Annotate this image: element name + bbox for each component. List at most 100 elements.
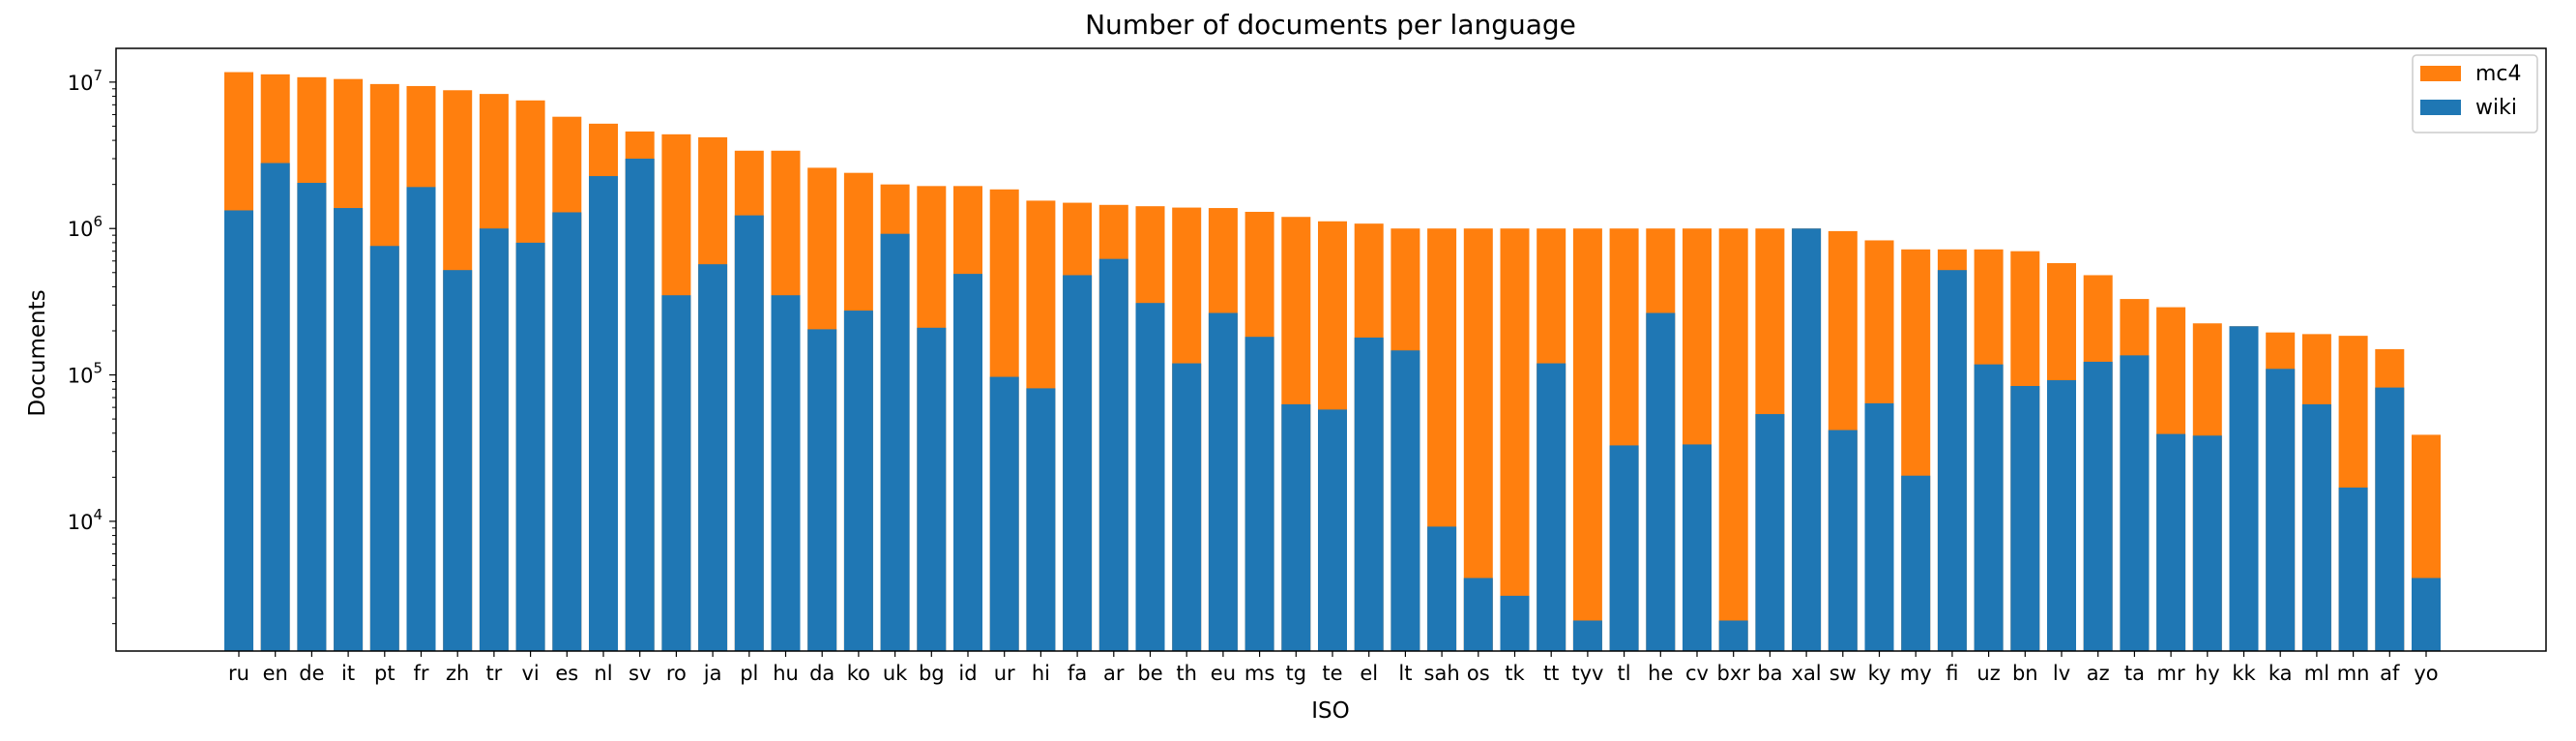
x-tick-label: es [555, 662, 578, 685]
bar-wiki-tt [1537, 363, 1566, 651]
x-tick-label: ur [994, 662, 1015, 685]
bar-wiki-th [1172, 363, 1202, 651]
x-axis: ru en de it pt fr zh tr vi es nl sv ro ja pl hu da ko uk bg… [228, 651, 2439, 685]
bar-wiki-cv [1683, 444, 1712, 651]
bar-wiki-eu [1208, 312, 1238, 651]
bar-wiki-xal [1792, 228, 1822, 651]
bar-wiki-tyv [1572, 620, 1602, 651]
x-tick-label: tt [1543, 662, 1559, 685]
x-tick-label: ar [1103, 662, 1125, 685]
x-tick-label: id [958, 662, 977, 685]
bar-wiki-sv [625, 159, 655, 652]
bar-wiki-bg [917, 327, 947, 651]
bar-wiki-mr [2156, 433, 2186, 651]
bar-wiki-ta [2120, 355, 2150, 651]
x-tick-label: uk [883, 662, 908, 685]
bar-wiki-te [1318, 409, 1347, 651]
bar-wiki-id [953, 274, 982, 651]
x-tick-label: ka [2269, 662, 2293, 685]
x-tick-label: da [809, 662, 834, 685]
bar-wiki-pl [734, 215, 764, 652]
x-tick-label: te [1322, 662, 1342, 685]
bar-mc4-tk [1500, 228, 1530, 651]
plot-area-frame [115, 47, 2547, 652]
x-tick-label: ba [1757, 662, 1782, 685]
x-tick-label: fr [413, 662, 428, 685]
bar-wiki-bxr [1718, 620, 1748, 651]
bar-wiki-yo [2412, 578, 2441, 651]
x-tick-label: kk [2232, 662, 2256, 685]
y-tick-label: 107 [68, 67, 102, 95]
bar-wiki-tg [1281, 403, 1311, 651]
bar-wiki-af [2375, 387, 2405, 651]
x-tick-label: it [341, 662, 355, 685]
bar-wiki-he [1646, 312, 1676, 651]
bar-wiki-hu [771, 295, 801, 651]
x-tick-label: eu [1211, 662, 1236, 685]
y-tick-label: 105 [68, 360, 102, 388]
legend-label-mc4: mc4 [2475, 62, 2522, 86]
bar-wiki-ro [661, 295, 691, 651]
x-tick-label: tyv [1571, 662, 1603, 685]
bar-wiki-da [807, 329, 837, 651]
bar-wiki-sw [1828, 430, 1858, 651]
x-tick-label: el [1360, 662, 1378, 685]
x-tick-label: tk [1505, 662, 1525, 685]
x-tick-label: pt [374, 662, 395, 685]
x-tick-label: fi [1946, 662, 1958, 685]
legend-swatch-wiki [2420, 100, 2461, 115]
bar-wiki-ms [1244, 337, 1274, 651]
x-tick-label: mr [2157, 662, 2185, 685]
x-tick-label: tl [1618, 662, 1631, 685]
bar-wiki-os [1463, 578, 1493, 651]
bar-wiki-fi [1937, 270, 1967, 651]
x-tick-label: th [1176, 662, 1197, 685]
bar-wiki-bn [2010, 386, 2040, 651]
bar-wiki-kk [2229, 326, 2259, 651]
x-tick-label: en [263, 662, 288, 685]
bar-wiki-en [260, 163, 290, 651]
bar-wiki-ru [224, 210, 253, 651]
x-tick-label: my [1900, 662, 1932, 685]
x-tick-label: hi [1032, 662, 1050, 685]
x-tick-label: ky [1868, 662, 1891, 685]
y-tick-label: 106 [68, 213, 102, 241]
x-tick-label: vi [521, 662, 539, 685]
x-tick-label: sah [1424, 662, 1460, 685]
x-tick-label: nl [594, 662, 612, 685]
bar-wiki-ky [1864, 402, 1894, 651]
y-axis: 104 105 106 107 [68, 67, 116, 625]
y-tick-label: 104 [68, 506, 102, 534]
x-tick-label: he [1648, 662, 1673, 685]
bar-wiki-fa [1063, 275, 1093, 651]
chart-title: Number of documents per language [1085, 9, 1576, 41]
bar-wiki-uk [880, 233, 910, 651]
bar-wiki-ar [1098, 258, 1128, 651]
x-tick-label: hu [773, 662, 799, 685]
bar-mc4-bxr [1718, 228, 1748, 651]
bar-wiki-hy [2192, 435, 2222, 651]
bars-group [224, 72, 2441, 652]
bar-wiki-ml [2301, 403, 2331, 651]
legend-label-wiki: wiki [2475, 96, 2517, 120]
bar-wiki-ko [843, 311, 873, 651]
bar-wiki-es [552, 212, 582, 651]
bar-wiki-nl [589, 176, 618, 652]
bar-wiki-de [297, 183, 327, 651]
x-tick-label: hy [2195, 662, 2220, 685]
x-axis-label: ISO [1311, 698, 1350, 724]
bar-wiki-sah [1427, 526, 1457, 651]
x-tick-label: ml [2304, 662, 2329, 685]
bar-wiki-it [334, 208, 364, 652]
bar-wiki-tl [1609, 445, 1639, 651]
bar-wiki-pt [369, 246, 399, 651]
x-tick-label: zh [446, 662, 469, 685]
x-tick-label: mn [2337, 662, 2370, 685]
bar-wiki-lt [1390, 350, 1420, 651]
bar-wiki-uz [1974, 364, 2004, 651]
x-tick-label: ja [703, 662, 722, 685]
bar-wiki-az [2083, 361, 2113, 651]
x-tick-label: yo [2414, 662, 2438, 685]
y-axis-label: Documents [25, 289, 50, 416]
